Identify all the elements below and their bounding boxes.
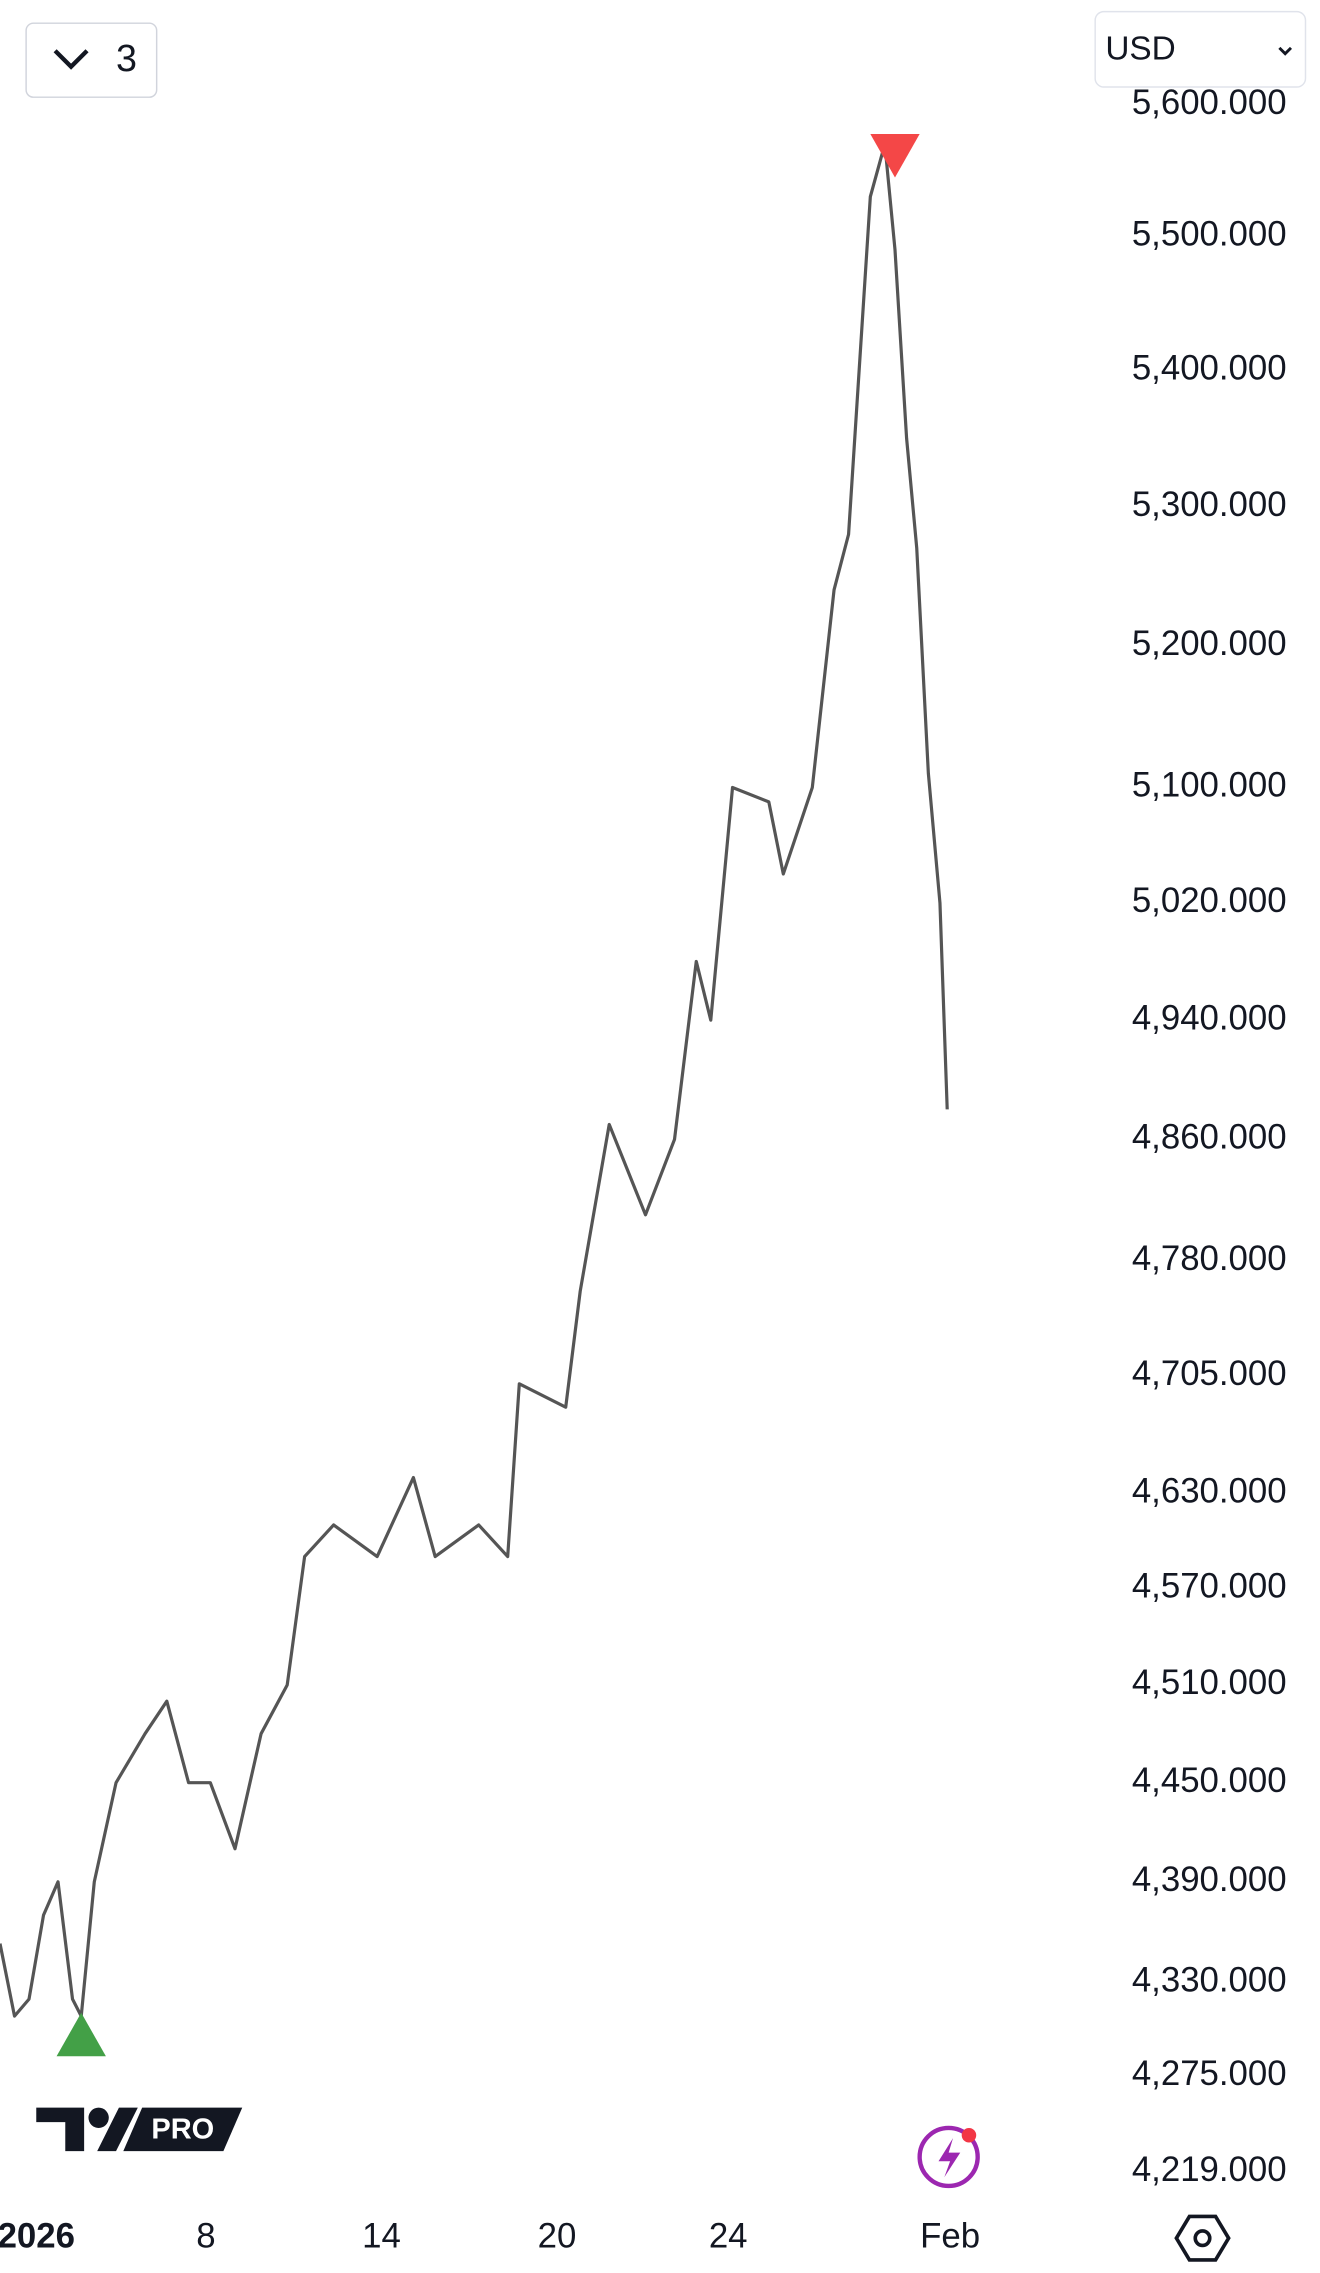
y-tick-label: 4,860.000	[1132, 1118, 1287, 1157]
x-tick-label: 2026	[0, 2216, 75, 2255]
plot-area	[0, 133, 949, 2057]
x-tick-label: Feb	[920, 2216, 980, 2255]
currency-button[interactable]: USD	[1094, 10, 1307, 88]
y-tick-label: 4,940.000	[1132, 998, 1287, 1037]
logo-shape	[97, 2107, 138, 2152]
button-frame[interactable]	[25, 22, 158, 98]
logo-badge	[123, 2107, 243, 2152]
settings-icon	[1193, 2229, 1212, 2248]
price-axis: 4,219.000 4,275.000 4,330.000 4,390.000 4,45…	[0, 83, 1287, 2255]
y-tick-label: 5,400.000	[1132, 349, 1287, 388]
y-tick-label: 4,510.000	[1132, 1663, 1287, 1702]
y-tick-label: 4,780.000	[1132, 1239, 1287, 1278]
lightning-icon[interactable]	[917, 2125, 980, 2189]
x-tick-label: 8	[196, 2216, 215, 2255]
y-tick-label: 4,275.000	[1132, 2054, 1287, 2093]
price-line	[0, 142, 949, 2018]
chevron-icon	[1278, 46, 1293, 56]
y-tick-label: 5,300.000	[1132, 485, 1287, 524]
currency-label: USD	[1105, 31, 1175, 68]
interval-button[interactable]: 3	[25, 22, 158, 98]
y-tick-label: 4,450.000	[1132, 1761, 1287, 1800]
y-tick-label: 5,020.000	[1132, 881, 1287, 920]
signal-marker	[870, 133, 920, 178]
y-tick-label: 5,100.000	[1132, 766, 1287, 805]
x-tick-label: 14	[362, 2216, 401, 2255]
y-tick-label: 4,390.000	[1132, 1860, 1287, 1899]
y-tick-label: 5,200.000	[1132, 624, 1287, 663]
tradingview-logo: PRO	[36, 2107, 243, 2152]
settings-button[interactable]	[1174, 2214, 1231, 2262]
y-tick-label: 4,570.000	[1132, 1567, 1287, 1606]
y-tick-label: 5,600.000	[1132, 83, 1287, 122]
logo-shape	[36, 2107, 85, 2152]
lightning-button[interactable]	[917, 2125, 980, 2189]
y-tick-label: 4,219.000	[1132, 2150, 1287, 2189]
y-tick-label: 4,630.000	[1132, 1472, 1287, 1511]
y-tick-label: 4,330.000	[1132, 1961, 1287, 2000]
interval-label: 3	[116, 37, 137, 79]
notification-dot	[961, 2127, 977, 2143]
y-tick-label: 4,705.000	[1132, 1354, 1287, 1393]
settings-icon[interactable]	[1174, 2214, 1231, 2262]
lightning-icon	[938, 2138, 961, 2178]
logo-shape	[88, 2107, 109, 2128]
chevron-icon	[53, 49, 89, 70]
logo-text: PRO	[151, 2114, 214, 2146]
button-frame[interactable]	[1094, 10, 1307, 88]
x-tick-label: 20	[538, 2216, 577, 2255]
x-tick-label: 24	[709, 2216, 748, 2255]
signal-marker	[56, 2012, 106, 2057]
y-tick-label: 5,500.000	[1132, 215, 1287, 254]
